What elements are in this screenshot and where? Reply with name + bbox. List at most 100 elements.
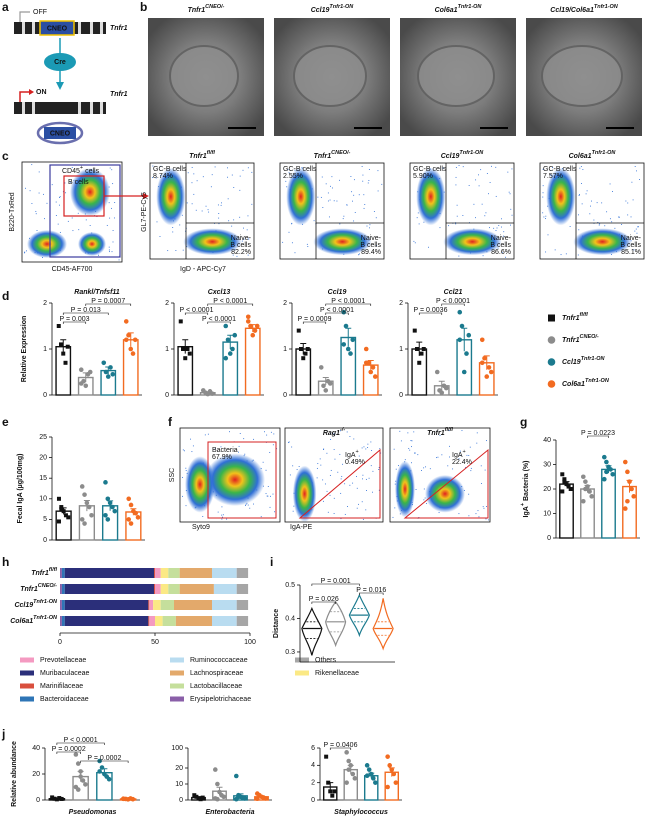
plot-title-base: Ccl19 [441, 153, 460, 160]
bar-segment [168, 568, 180, 578]
event [552, 167, 553, 169]
event [220, 446, 222, 448]
data-point [79, 517, 85, 522]
event [85, 219, 87, 221]
event [191, 203, 193, 205]
event [202, 176, 204, 178]
y-tick-label: 10 [175, 781, 183, 788]
legend-label: Erysipelotrichaceae [190, 696, 251, 703]
event [242, 169, 244, 171]
data-point [385, 754, 390, 759]
data-point [326, 780, 331, 785]
event [25, 187, 26, 189]
chart-title: Ccl21 [444, 289, 463, 296]
y-tick-label: 30 [543, 461, 551, 468]
y-tick-label: 0 [36, 797, 40, 804]
legend-label-base: Col6a1 [562, 381, 585, 388]
event [24, 252, 25, 254]
event [439, 227, 441, 229]
event [483, 507, 485, 509]
legend-label: Muribaculaceae [40, 670, 90, 677]
event [459, 450, 461, 452]
event [349, 436, 351, 437]
gate-label: B cells [490, 242, 511, 249]
gate-label: B cells [68, 179, 89, 186]
panel-letter: d [2, 289, 9, 303]
data-point [457, 337, 463, 343]
y-tick-label: 2 [311, 780, 315, 787]
event [333, 497, 335, 499]
event [319, 458, 321, 460]
bar-segment [60, 616, 62, 626]
micrograph-title-sup: Tnfr1-ON [329, 4, 354, 10]
legend-swatch [20, 670, 34, 676]
data-point [65, 344, 70, 349]
event [239, 189, 241, 191]
event [243, 238, 245, 240]
event [351, 191, 353, 193]
bar-segment [61, 584, 65, 594]
promoter-arrow [19, 11, 30, 22]
event [292, 465, 294, 467]
data-point [296, 328, 301, 333]
event [232, 254, 234, 256]
y-tick-label: 6 [311, 745, 315, 752]
density [573, 228, 632, 256]
event [333, 449, 335, 451]
event [486, 173, 488, 174]
data-point [486, 365, 492, 370]
data-point [105, 374, 111, 379]
data-point [482, 355, 487, 361]
gate-value: 82.2% [231, 249, 251, 256]
data-point [583, 479, 588, 484]
data-point [623, 459, 628, 465]
bar-segment [61, 616, 65, 626]
data-point [86, 504, 92, 510]
gate-label: Naive- [621, 235, 642, 242]
panel-letter: f [168, 415, 173, 429]
axis-label: SSC [169, 468, 176, 482]
event [77, 212, 79, 214]
gate-value: 22.4% [452, 459, 472, 466]
data-point [387, 763, 393, 768]
event [362, 474, 364, 476]
event [330, 469, 332, 471]
event [358, 254, 359, 256]
data-point [391, 771, 397, 777]
data-point [56, 496, 61, 501]
event [415, 488, 417, 490]
event [218, 217, 220, 219]
event [358, 503, 359, 505]
data-point [54, 797, 59, 802]
legend-marker [547, 380, 556, 388]
plot-title-base: Tnfr1 [427, 430, 445, 437]
micrograph-title-base: Ccl19 [311, 7, 330, 14]
significance-bracket [359, 592, 384, 595]
violin [325, 600, 347, 648]
event [469, 446, 471, 448]
plot-title: Tnfr1fl/fl [427, 427, 453, 436]
error-bar [60, 339, 67, 354]
event [361, 166, 363, 167]
event [328, 216, 330, 218]
event [185, 230, 187, 232]
event [480, 169, 482, 171]
exon [90, 102, 93, 114]
event [477, 510, 479, 512]
event [475, 217, 476, 219]
event [248, 238, 250, 240]
event [482, 255, 484, 257]
bar-segment [155, 568, 161, 578]
event [543, 216, 545, 218]
event [294, 252, 296, 254]
event [111, 207, 112, 209]
gate-label: GC-B cells [413, 166, 447, 173]
event [337, 471, 339, 473]
legend-label-sup: fl/fl [580, 312, 589, 318]
data-point [602, 476, 607, 482]
micrograph-title: Tnfr1CNEO/- [188, 4, 225, 13]
event [441, 454, 443, 456]
y-tick-label: 0.5 [285, 582, 295, 589]
event [316, 477, 318, 479]
data-point [366, 767, 372, 772]
